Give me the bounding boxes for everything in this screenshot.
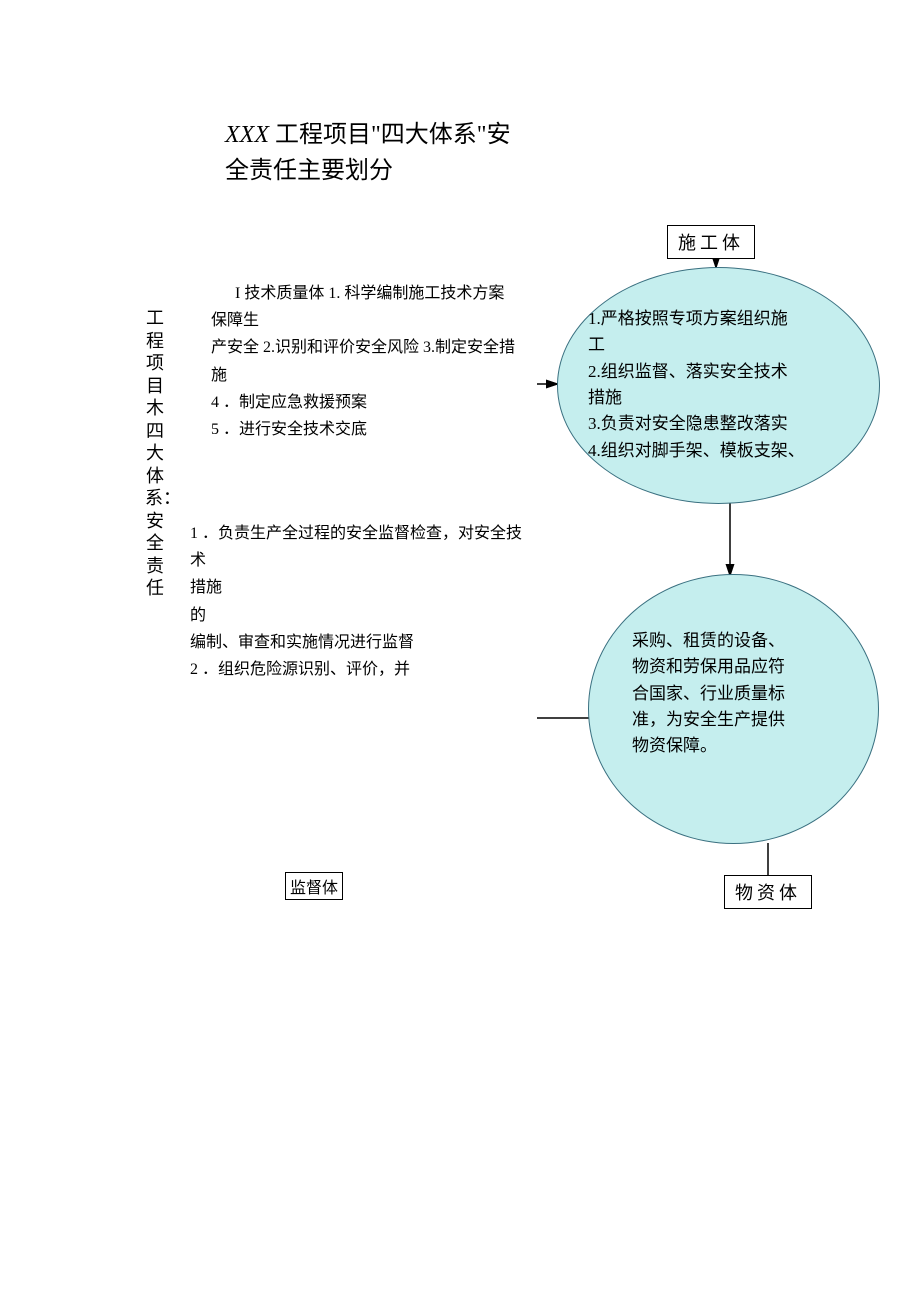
tech-quality-block: I 技术质量体 1. 科学编制施工技术方案保障生 产安全 2.识别和评价安全风险… bbox=[211, 280, 516, 443]
e2-l3: 合国家、行业质量标 bbox=[632, 681, 842, 707]
e1-l2: 工 bbox=[588, 332, 863, 358]
material-body-label: 物资体 bbox=[724, 875, 812, 909]
construction-body-label: 施工体 bbox=[667, 225, 755, 259]
supervision-block: 1 ．负责生产全过程的安全监督检查，对安全技术 措施 的 编制、审查和实施情况进… bbox=[190, 520, 530, 683]
e2-l5: 物资保障。 bbox=[632, 733, 842, 759]
b1-l3: 4 ．制定应急救援预案 bbox=[211, 389, 516, 416]
page-title: XXX 工程项目"四大体系"安 全责任主要划分 bbox=[225, 117, 635, 189]
b1-l4: 5 ．进行安全技术交底 bbox=[211, 416, 516, 443]
e1-l3: 2.组织监督、落实安全技术 bbox=[588, 359, 863, 385]
construction-ellipse-text: 1.严格按照专项方案组织施 工 2.组织监督、落实安全技术 措施 3.负责对安全… bbox=[588, 306, 863, 464]
e2-l4: 准，为安全生产提供 bbox=[632, 707, 842, 733]
e2-l1: 采购、租赁的设备、 bbox=[632, 628, 842, 654]
e1-l4: 措施 bbox=[588, 385, 863, 411]
b2-l1: 1 ．负责生产全过程的安全监督检查，对安全技术 bbox=[190, 520, 530, 574]
b2-l4: 编制、审查和实施情况进行监督 bbox=[190, 629, 530, 656]
title-line1: 工程项目"四大体系"安 bbox=[269, 122, 511, 148]
vertical-axis-label: 工程项目木四大体系：安全责任 bbox=[145, 307, 165, 600]
b2-l5: 2 ．组织危险源识别、评价，并 bbox=[190, 656, 530, 683]
e1-l5: 3.负责对安全隐患整改落实 bbox=[588, 411, 863, 437]
e1-l6: 4.组织对脚手架、模板支架、 bbox=[588, 438, 863, 464]
b1-l1: I 技术质量体 1. 科学编制施工技术方案保障生 bbox=[211, 280, 516, 334]
supervision-body-label: 监督体 bbox=[285, 872, 343, 900]
title-prefix: XXX bbox=[225, 122, 269, 148]
title-line2: 全责任主要划分 bbox=[225, 158, 393, 184]
b1-l2: 产安全 2.识别和评价安全风险 3.制定安全措施 bbox=[211, 334, 516, 388]
material-ellipse-text: 采购、租赁的设备、 物资和劳保用品应符 合国家、行业质量标 准，为安全生产提供 … bbox=[632, 628, 842, 760]
b2-l3: 的 bbox=[190, 602, 530, 629]
e1-l1: 1.严格按照专项方案组织施 bbox=[588, 306, 863, 332]
b2-l2: 措施 bbox=[190, 574, 530, 601]
e2-l2: 物资和劳保用品应符 bbox=[632, 654, 842, 680]
